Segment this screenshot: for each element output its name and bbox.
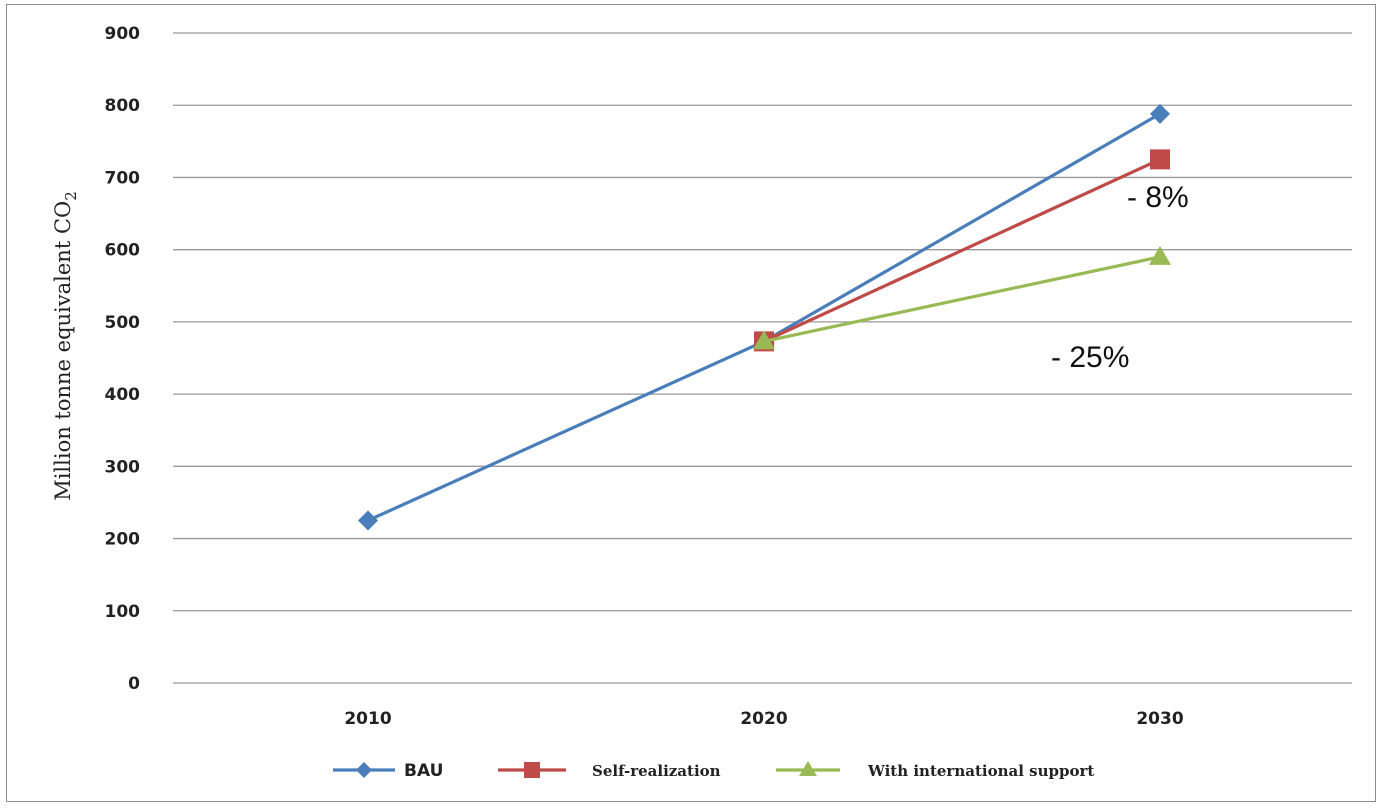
annotation-international-support: - 25% — [1051, 341, 1129, 374]
legend-label: Self-realization — [592, 762, 721, 780]
data-point — [1149, 245, 1171, 265]
y-tick-label: 300 — [105, 457, 141, 477]
legend-marker — [524, 762, 540, 778]
x-axis-ticks: 2010 2020 2030 — [344, 709, 1183, 729]
y-tick-label: 200 — [105, 530, 141, 550]
y-tick-label: 100 — [105, 602, 141, 622]
series-1 — [754, 149, 1170, 352]
legend-marker — [799, 761, 817, 776]
legend-item-2: With international support — [776, 761, 1094, 780]
data-point — [1150, 103, 1170, 124]
y-axis-label: Million tonne equivalent CO2 — [51, 191, 80, 501]
y-tick-label: 800 — [105, 96, 141, 116]
series-line — [763, 157, 1161, 343]
x-tick-label: 2020 — [740, 709, 787, 729]
series-line — [367, 112, 1161, 522]
series-layer — [358, 103, 1171, 531]
y-tick-label: 0 — [128, 674, 140, 694]
series-line — [763, 255, 1161, 343]
y-axis-ticks: 0 100 200 300 400 500 600 700 800 900 — [105, 24, 141, 694]
annotation-self-realization: - 8% — [1127, 181, 1189, 214]
chart-frame — [6, 4, 1376, 802]
data-point — [358, 510, 378, 531]
x-tick-label: 2010 — [344, 709, 391, 729]
y-tick-label: 400 — [105, 385, 141, 405]
y-axis-label-main: Million tonne equivalent CO — [51, 201, 75, 501]
data-point — [753, 330, 775, 350]
legend-label: With international support — [867, 762, 1094, 780]
legend: BAU Self-realization With international su… — [333, 761, 1094, 781]
data-point — [1150, 149, 1170, 170]
y-tick-label: 600 — [105, 241, 141, 261]
legend-label: BAU — [404, 761, 443, 781]
legend-item-1: Self-realization — [498, 762, 721, 780]
y-axis-label-subscript: 2 — [62, 191, 80, 201]
y-tick-label: 500 — [105, 313, 141, 333]
legend-item-0: BAU — [333, 761, 443, 781]
x-tick-label: 2030 — [1136, 709, 1183, 729]
y-tick-label: 900 — [105, 24, 141, 44]
series-2 — [753, 245, 1171, 350]
y-tick-label: 700 — [105, 168, 141, 188]
gridlines — [173, 32, 1352, 684]
legend-marker — [356, 762, 372, 778]
